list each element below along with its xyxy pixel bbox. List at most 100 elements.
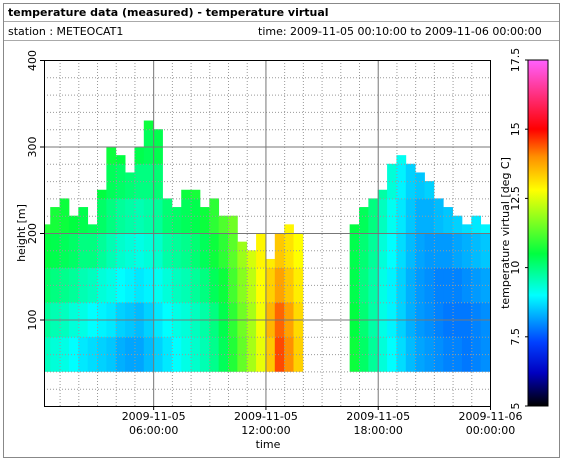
cell	[443, 336, 453, 372]
cell	[59, 233, 70, 268]
cell	[359, 207, 369, 234]
cell	[349, 233, 360, 268]
y-tick-label: 100	[26, 310, 39, 331]
cell	[228, 267, 238, 303]
cell	[199, 233, 210, 268]
cell	[218, 233, 229, 268]
cell	[199, 267, 210, 303]
cell	[452, 267, 463, 303]
cell	[106, 198, 117, 234]
cell	[115, 198, 126, 234]
cell	[461, 233, 472, 268]
colorbar-tick-label: 12.5	[509, 186, 522, 211]
cell	[443, 233, 453, 268]
cell	[68, 215, 79, 234]
cell	[190, 233, 201, 268]
cell	[125, 336, 135, 372]
y-tick-label: 400	[26, 50, 39, 71]
cell	[377, 189, 388, 199]
plot-border	[44, 60, 491, 407]
cell	[265, 267, 276, 303]
cell	[134, 146, 145, 165]
cell	[181, 267, 191, 303]
cell	[228, 215, 238, 234]
cell	[50, 336, 60, 372]
cell	[218, 336, 229, 372]
cell	[433, 336, 444, 372]
cell	[115, 267, 126, 303]
cell	[293, 233, 304, 268]
cell	[377, 336, 388, 372]
cell	[349, 224, 360, 234]
colorbar-tick-label: 7.5	[509, 328, 522, 346]
cell	[134, 163, 145, 199]
cell	[424, 198, 435, 234]
cell	[377, 198, 388, 234]
cell	[199, 207, 210, 234]
y-axis-label: height [m]	[15, 204, 28, 262]
cell	[181, 189, 191, 199]
cell	[387, 336, 397, 372]
cell	[424, 181, 435, 199]
cell	[143, 198, 154, 234]
cell	[461, 336, 472, 372]
cell	[106, 233, 117, 268]
cell	[134, 336, 145, 372]
x-tick-label: 2009-11-05 12:00:00	[234, 410, 298, 437]
cell	[265, 258, 276, 268]
station: station : METEOCAT1	[8, 25, 123, 38]
cell	[368, 267, 379, 303]
colorbar-label: temperature virtual [deg C]	[499, 157, 512, 309]
chart-title: temperature data (measured) - temperatur…	[8, 6, 329, 19]
cell	[293, 336, 304, 372]
cell	[228, 233, 238, 268]
cell	[68, 336, 79, 372]
cell	[125, 267, 135, 303]
cell	[452, 215, 463, 234]
cell	[246, 250, 257, 268]
cell	[284, 233, 294, 268]
cell	[461, 267, 472, 303]
colorbar	[527, 59, 549, 407]
x-axis-label: time	[256, 438, 281, 451]
cell	[125, 198, 135, 234]
cell	[218, 267, 229, 303]
cell	[134, 267, 145, 303]
cell	[415, 233, 425, 268]
cell	[461, 224, 472, 234]
cell	[190, 267, 201, 303]
cell	[349, 336, 360, 372]
cell	[190, 189, 201, 199]
x-tick-label: 2009-11-05 18:00:00	[346, 410, 410, 437]
cell	[387, 198, 397, 234]
cell	[50, 207, 60, 234]
cell	[50, 233, 60, 268]
cell	[284, 224, 294, 234]
cell	[134, 233, 145, 268]
cell	[143, 163, 154, 199]
cell	[143, 120, 154, 130]
cell	[97, 189, 107, 199]
cell	[443, 267, 453, 303]
cell	[59, 336, 70, 372]
cell	[387, 233, 397, 268]
cell	[237, 241, 248, 268]
cell	[452, 233, 463, 268]
cell	[424, 267, 435, 303]
cell	[134, 198, 145, 234]
cell	[59, 198, 70, 234]
colorbar-tick-label: 5	[509, 403, 522, 410]
cell	[44, 224, 51, 234]
cell	[106, 146, 117, 165]
cell	[190, 198, 201, 234]
y-tick-label: 300	[26, 137, 39, 158]
cell	[68, 233, 79, 268]
cell	[199, 336, 210, 372]
cell	[228, 336, 238, 372]
cell	[359, 336, 369, 372]
colorbar-tick-label: 17.5	[509, 48, 522, 73]
cell	[433, 267, 444, 303]
cell	[125, 172, 135, 199]
cell	[209, 267, 220, 303]
